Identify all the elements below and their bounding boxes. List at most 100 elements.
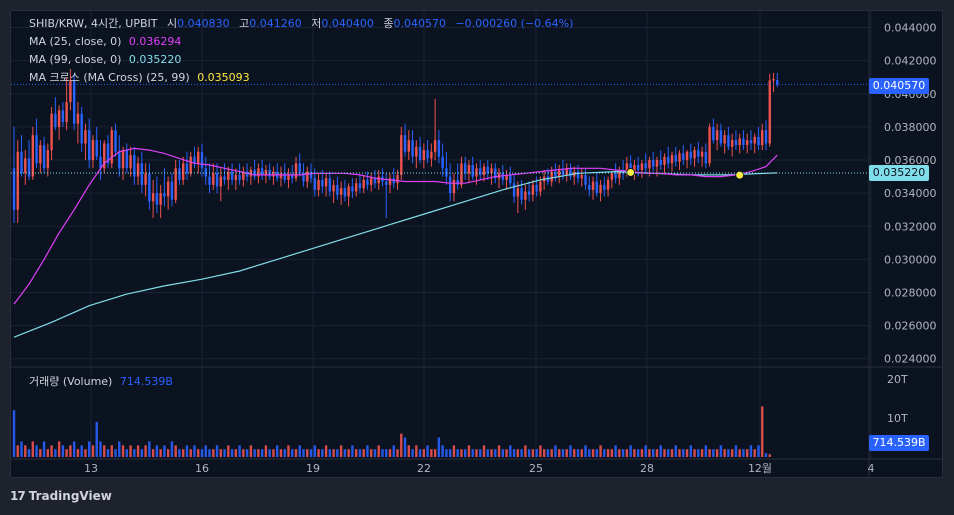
volume-bar bbox=[317, 449, 320, 457]
volume-bar bbox=[377, 445, 380, 457]
volume-legend[interactable]: 거래량 (Volume) 714.539B bbox=[29, 375, 173, 389]
candle-body bbox=[302, 173, 305, 182]
volume-bar bbox=[415, 445, 418, 457]
volume-bar bbox=[223, 449, 226, 457]
candle-body bbox=[227, 171, 230, 180]
price-tick-label: 0.032000 bbox=[884, 220, 937, 233]
candles bbox=[12, 68, 779, 223]
volume-bar bbox=[354, 449, 358, 457]
ma-cross-legend[interactable]: MA 크로스 (MA Cross) (25, 99) 0.035093 bbox=[29, 71, 250, 85]
volume-bar bbox=[245, 449, 249, 457]
volume-bar bbox=[580, 449, 583, 457]
candle-body bbox=[407, 140, 410, 152]
volume-bar bbox=[166, 449, 170, 457]
ma-price-tag: 0.035220 bbox=[869, 165, 929, 181]
candle-body bbox=[426, 150, 429, 159]
candle-body bbox=[730, 140, 734, 147]
candle-body bbox=[715, 130, 719, 141]
candle-body bbox=[418, 146, 422, 161]
volume-bar bbox=[700, 449, 704, 457]
candle-body bbox=[505, 174, 508, 180]
candle-body bbox=[358, 183, 362, 189]
volume-bar bbox=[558, 449, 561, 457]
candle-body bbox=[742, 138, 745, 146]
low-label: 저 bbox=[311, 17, 322, 30]
volume-bar bbox=[291, 449, 294, 457]
volume-bar bbox=[24, 445, 27, 457]
candle-body bbox=[347, 186, 350, 197]
candle-body bbox=[591, 181, 595, 190]
candle-body bbox=[197, 151, 200, 164]
ma99-legend[interactable]: MA (99, close, 0) 0.035220 bbox=[29, 53, 181, 67]
chart-canvas[interactable]: 0.0440000.0420000.0400000.0380000.036000… bbox=[11, 11, 942, 477]
candle-body bbox=[245, 171, 249, 177]
volume-bar bbox=[708, 449, 711, 457]
volume-bar bbox=[576, 449, 580, 457]
candle-body bbox=[606, 179, 610, 190]
candle-body bbox=[163, 193, 166, 197]
volume-bar bbox=[16, 445, 19, 457]
volume-bar bbox=[381, 449, 384, 457]
ma-cross-marker bbox=[626, 167, 636, 177]
volume-bar bbox=[332, 449, 335, 457]
volume-bar bbox=[712, 449, 715, 457]
price-tick-label: 0.024000 bbox=[884, 353, 937, 366]
candle-body bbox=[531, 184, 535, 195]
volume-bar bbox=[437, 437, 441, 457]
time-axis: 13 16 19 22 25 28 12월 4 bbox=[84, 462, 875, 475]
volume-bar bbox=[644, 445, 647, 457]
volume-bar bbox=[475, 449, 478, 457]
volume-bar bbox=[163, 445, 166, 457]
candle-body bbox=[354, 183, 358, 192]
volume-bar bbox=[178, 449, 181, 457]
volume-bar bbox=[640, 449, 644, 457]
ma25-legend[interactable]: MA (25, close, 0) 0.036294 bbox=[29, 35, 181, 49]
candle-body bbox=[670, 155, 674, 164]
ma-cross-marker bbox=[735, 170, 745, 180]
symbol-legend[interactable]: SHIB/KRW, 4시간, UPBIT 시0.040830 고0.041260… bbox=[29, 17, 573, 31]
candle-body bbox=[110, 130, 113, 164]
candle-body bbox=[136, 163, 140, 177]
volume-bar bbox=[54, 449, 57, 457]
chart-frame: 0.044000 0.042000 0.040000 0.038000 0.036000… bbox=[10, 10, 943, 478]
volume-bar bbox=[407, 445, 410, 457]
tradingview-logo[interactable]: 17 TradingView bbox=[10, 489, 112, 503]
candle-body bbox=[351, 186, 354, 192]
volume-bar bbox=[103, 445, 106, 457]
candle-body bbox=[328, 178, 332, 192]
volume-tick-label: 20T bbox=[887, 373, 908, 386]
volume-bar bbox=[208, 449, 211, 457]
candle-body bbox=[580, 174, 583, 179]
open-value: 0.040830 bbox=[177, 17, 230, 30]
candle-body bbox=[723, 135, 726, 144]
candle-body bbox=[385, 181, 388, 185]
volume-bar bbox=[388, 449, 392, 457]
candle-body bbox=[200, 151, 204, 169]
candle-body bbox=[486, 166, 489, 174]
candle-body bbox=[234, 174, 238, 180]
volume-bar bbox=[159, 449, 162, 457]
volume-bar bbox=[697, 449, 700, 457]
volume-bar bbox=[69, 445, 72, 457]
volume-bar bbox=[193, 445, 196, 457]
candle-body bbox=[193, 156, 196, 164]
volume-bar bbox=[227, 445, 230, 457]
candle-body bbox=[727, 135, 730, 147]
volume-bar bbox=[155, 445, 159, 457]
candle-body bbox=[482, 166, 486, 175]
price-tick-label: 0.038000 bbox=[884, 121, 937, 134]
candle-body bbox=[640, 163, 644, 170]
volume-bar bbox=[144, 445, 147, 457]
candle-body bbox=[249, 169, 253, 177]
volume-bar bbox=[72, 441, 76, 457]
current-price-tag: 0.040570 bbox=[869, 78, 929, 94]
candle-body bbox=[618, 169, 621, 179]
close-value: 0.040570 bbox=[393, 17, 446, 30]
volume-bar bbox=[482, 445, 486, 457]
candle-body bbox=[633, 164, 636, 172]
volume-bar bbox=[584, 445, 587, 457]
volume-bar bbox=[392, 445, 395, 457]
candle-body bbox=[294, 163, 298, 179]
candle-body bbox=[682, 153, 685, 161]
candle-body bbox=[576, 171, 580, 179]
